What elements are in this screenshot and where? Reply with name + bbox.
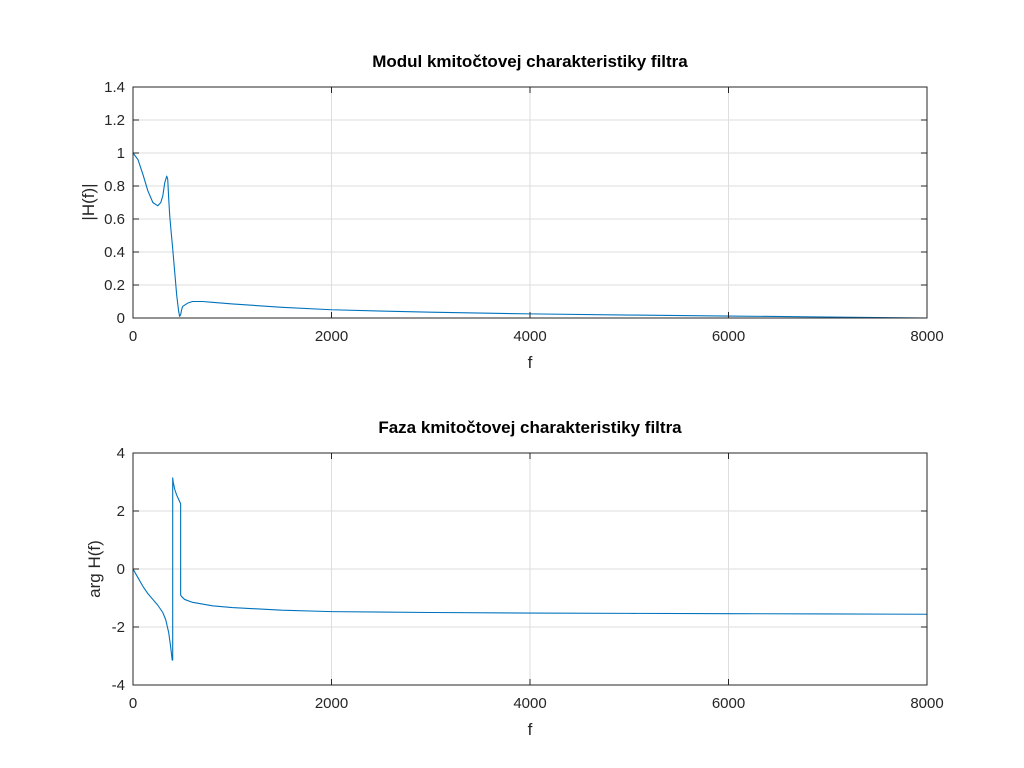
magnitude-x-tick-label: 0 (129, 328, 137, 345)
magnitude-x-tick-label: 6000 (712, 328, 745, 345)
magnitude-y-tick-label: 0.6 (104, 211, 125, 228)
magnitude-chart-title: Modul kmitočtovej charakteristiky filtra (372, 52, 688, 71)
magnitude-y-tick-label: 1 (117, 145, 125, 162)
phase-y-tick-label: -2 (112, 619, 125, 636)
phase-y-tick-label: 2 (117, 503, 125, 520)
magnitude-x-tick-label: 8000 (910, 328, 943, 345)
phase-x-tick-label: 0 (129, 695, 137, 712)
magnitude-y-tick-label: 1.2 (104, 112, 125, 129)
phase-x-tick-label: 4000 (513, 695, 546, 712)
phase-chart-title: Faza kmitočtovej charakteristiky filtra (378, 418, 682, 437)
magnitude-y-tick-label: 0 (117, 310, 125, 327)
magnitude-x-axis-label: f (528, 353, 533, 372)
magnitude-series-line (132, 152, 928, 319)
phase-y-tick-label: 0 (117, 561, 125, 578)
magnitude-series (132, 152, 928, 319)
phase-y-tick-label: 4 (117, 445, 125, 462)
phase-ticks: 0 2000 4000 6000 8000 -4 -2 0 2 4 (112, 445, 944, 712)
phase-y-tick-label: -4 (112, 677, 125, 694)
phase-x-axis-label: f (528, 720, 533, 739)
phase-series (132, 477, 928, 661)
phase-x-tick-label: 8000 (910, 695, 943, 712)
phase-x-tick-label: 2000 (315, 695, 348, 712)
magnitude-y-tick-label: 0.2 (104, 277, 125, 294)
phase-grid (133, 453, 927, 685)
magnitude-y-tick-label: 1.4 (104, 79, 125, 96)
phase-y-axis-label: arg H(f) (85, 540, 104, 598)
magnitude-chart: Modul kmitočtovej charakteristiky filtra… (79, 52, 944, 372)
magnitude-x-tick-label: 2000 (315, 328, 348, 345)
magnitude-y-tick-label: 0.4 (104, 244, 125, 261)
phase-series-line (132, 477, 928, 661)
magnitude-y-axis-label: |H(f)| (79, 183, 98, 220)
magnitude-ticks: 0 2000 4000 6000 8000 0 0.2 0.4 0.6 0.8 1 1.2 1.4 (104, 79, 944, 345)
phase-x-tick-label: 6000 (712, 695, 745, 712)
magnitude-grid (133, 87, 927, 318)
magnitude-y-tick-label: 0.8 (104, 178, 125, 195)
phase-chart: Faza kmitočtovej charakteristiky filtra … (85, 418, 944, 739)
magnitude-x-tick-label: 4000 (513, 328, 546, 345)
